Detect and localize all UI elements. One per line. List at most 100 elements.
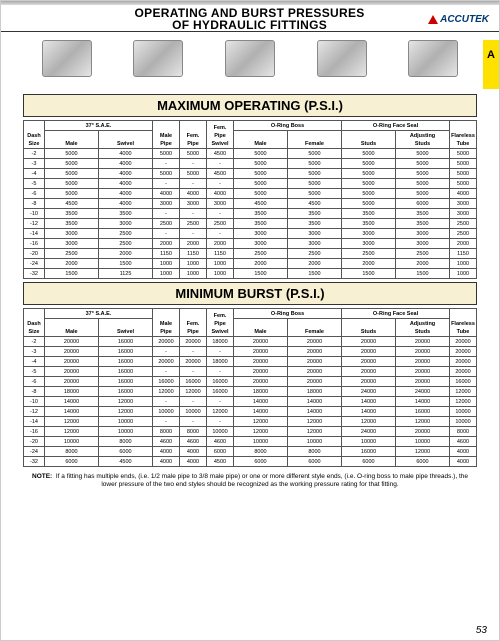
cell: 1150 [207,249,234,259]
cell: - [153,179,180,189]
cell-dash: -6 [24,377,45,387]
cell: 3500 [234,209,288,219]
cell: 8000 [99,437,153,447]
cell: 20000 [450,357,477,367]
burst-table: DashSize37° S.A.E.MalePipeFem.PipeFem. P… [23,308,477,467]
cell: 1000 [153,269,180,279]
cell: 5000 [396,149,450,159]
cell: 1000 [207,259,234,269]
cell-dash: -24 [24,447,45,457]
th-fpswivel: Fem. PipeSwivel [207,309,234,337]
cell: 16000 [450,377,477,387]
cell: 3000 [396,229,450,239]
cell: - [153,229,180,239]
cell: 5000 [234,169,288,179]
cell: - [153,417,180,427]
cell: 4500 [207,457,234,467]
table-row: -420000160002000020000180002000020000200… [24,357,477,367]
table-row: -52000016000---2000020000200002000020000 [24,367,477,377]
cell: 4000 [153,189,180,199]
cell: 12000 [99,407,153,417]
cell: 5000 [180,149,207,159]
cell: 18000 [234,387,288,397]
cell: - [153,367,180,377]
cell: 5000 [288,179,342,189]
cell: 4600 [153,437,180,447]
cell: 10000 [180,407,207,417]
cell: 10000 [207,427,234,437]
cell-dash: -14 [24,417,45,427]
cell: 3000 [99,219,153,229]
th-studs: Studs [342,319,396,337]
cell: 6000 [288,457,342,467]
cell: 20000 [288,367,342,377]
cell: 4000 [99,179,153,189]
cell: 10000 [450,417,477,427]
cell-dash: -10 [24,209,45,219]
cell: 2500 [153,219,180,229]
cell: 1000 [450,269,477,279]
cell: - [153,209,180,219]
cell: 3500 [342,219,396,229]
cell: 5000 [450,159,477,169]
cell: 6000 [99,447,153,457]
cell: 14000 [234,407,288,417]
cell: 20000 [180,357,207,367]
cell: 3000 [45,239,99,249]
cell: 20000 [45,377,99,387]
cell: 12000 [153,387,180,397]
table-row: -620000160001600016000160002000020000200… [24,377,477,387]
cell: 5000 [342,199,396,209]
cell: - [180,229,207,239]
fitting-image-3 [225,40,275,77]
note: NOTE: If a fitting has multiple ends, (i… [31,473,469,489]
cell: 2500 [342,249,396,259]
cell: 3000 [342,239,396,249]
cell: 3500 [99,209,153,219]
cell: - [180,397,207,407]
table-row: -1035003500---35003500350035003000 [24,209,477,219]
cell: 20000 [342,347,396,357]
cell: 18000 [45,387,99,397]
cell: 20000 [234,367,288,377]
note-text: If a fitting has multiple ends, (i.e. 1/… [56,473,468,488]
cell: 20000 [396,427,450,437]
fitting-image-4 [317,40,367,77]
burst-table-wrap: DashSize37° S.A.E.MalePipeFem.PipeFem. P… [23,308,477,467]
cell: - [207,209,234,219]
cell: 8000 [180,427,207,437]
cell: 8000 [288,447,342,457]
cell: 4000 [180,457,207,467]
th-adjstuds: AdjustingStuds [396,319,450,337]
page-title: OPERATING AND BURST PRESSURES OF HYDRAUL… [71,7,428,31]
page: OPERATING AND BURST PRESSURES OF HYDRAUL… [0,0,500,641]
cell: 20000 [288,377,342,387]
cell: 20000 [450,337,477,347]
operating-table-wrap: DashSize37° S.A.E.MalePipeFem.PipeFem. P… [23,120,477,279]
cell: 4000 [450,457,477,467]
cell: 4500 [99,457,153,467]
cell: 6000 [396,457,450,467]
cell: - [207,229,234,239]
table-row: -202500200011501150115025002500250025001… [24,249,477,259]
cell: 3000 [288,229,342,239]
cell: 8000 [153,427,180,437]
cell: 8000 [234,447,288,457]
th-male: Male [45,131,99,149]
header: OPERATING AND BURST PRESSURES OF HYDRAUL… [1,5,499,32]
cell: - [180,367,207,377]
cell: 12000 [234,417,288,427]
cell: 6000 [234,457,288,467]
cell: 5000 [288,169,342,179]
table-row: -123500300025002500250035003500350035002… [24,219,477,229]
cell: 2500 [450,229,477,239]
cell: 4500 [207,149,234,159]
cell: 12000 [45,417,99,427]
cell: 24000 [342,427,396,437]
cell: 20000 [45,337,99,347]
cell: 1150 [450,249,477,259]
brand-logo: ACCUTEK [428,14,489,25]
cell: 16000 [180,377,207,387]
cell: 1125 [99,269,153,279]
cell: 2500 [99,239,153,249]
